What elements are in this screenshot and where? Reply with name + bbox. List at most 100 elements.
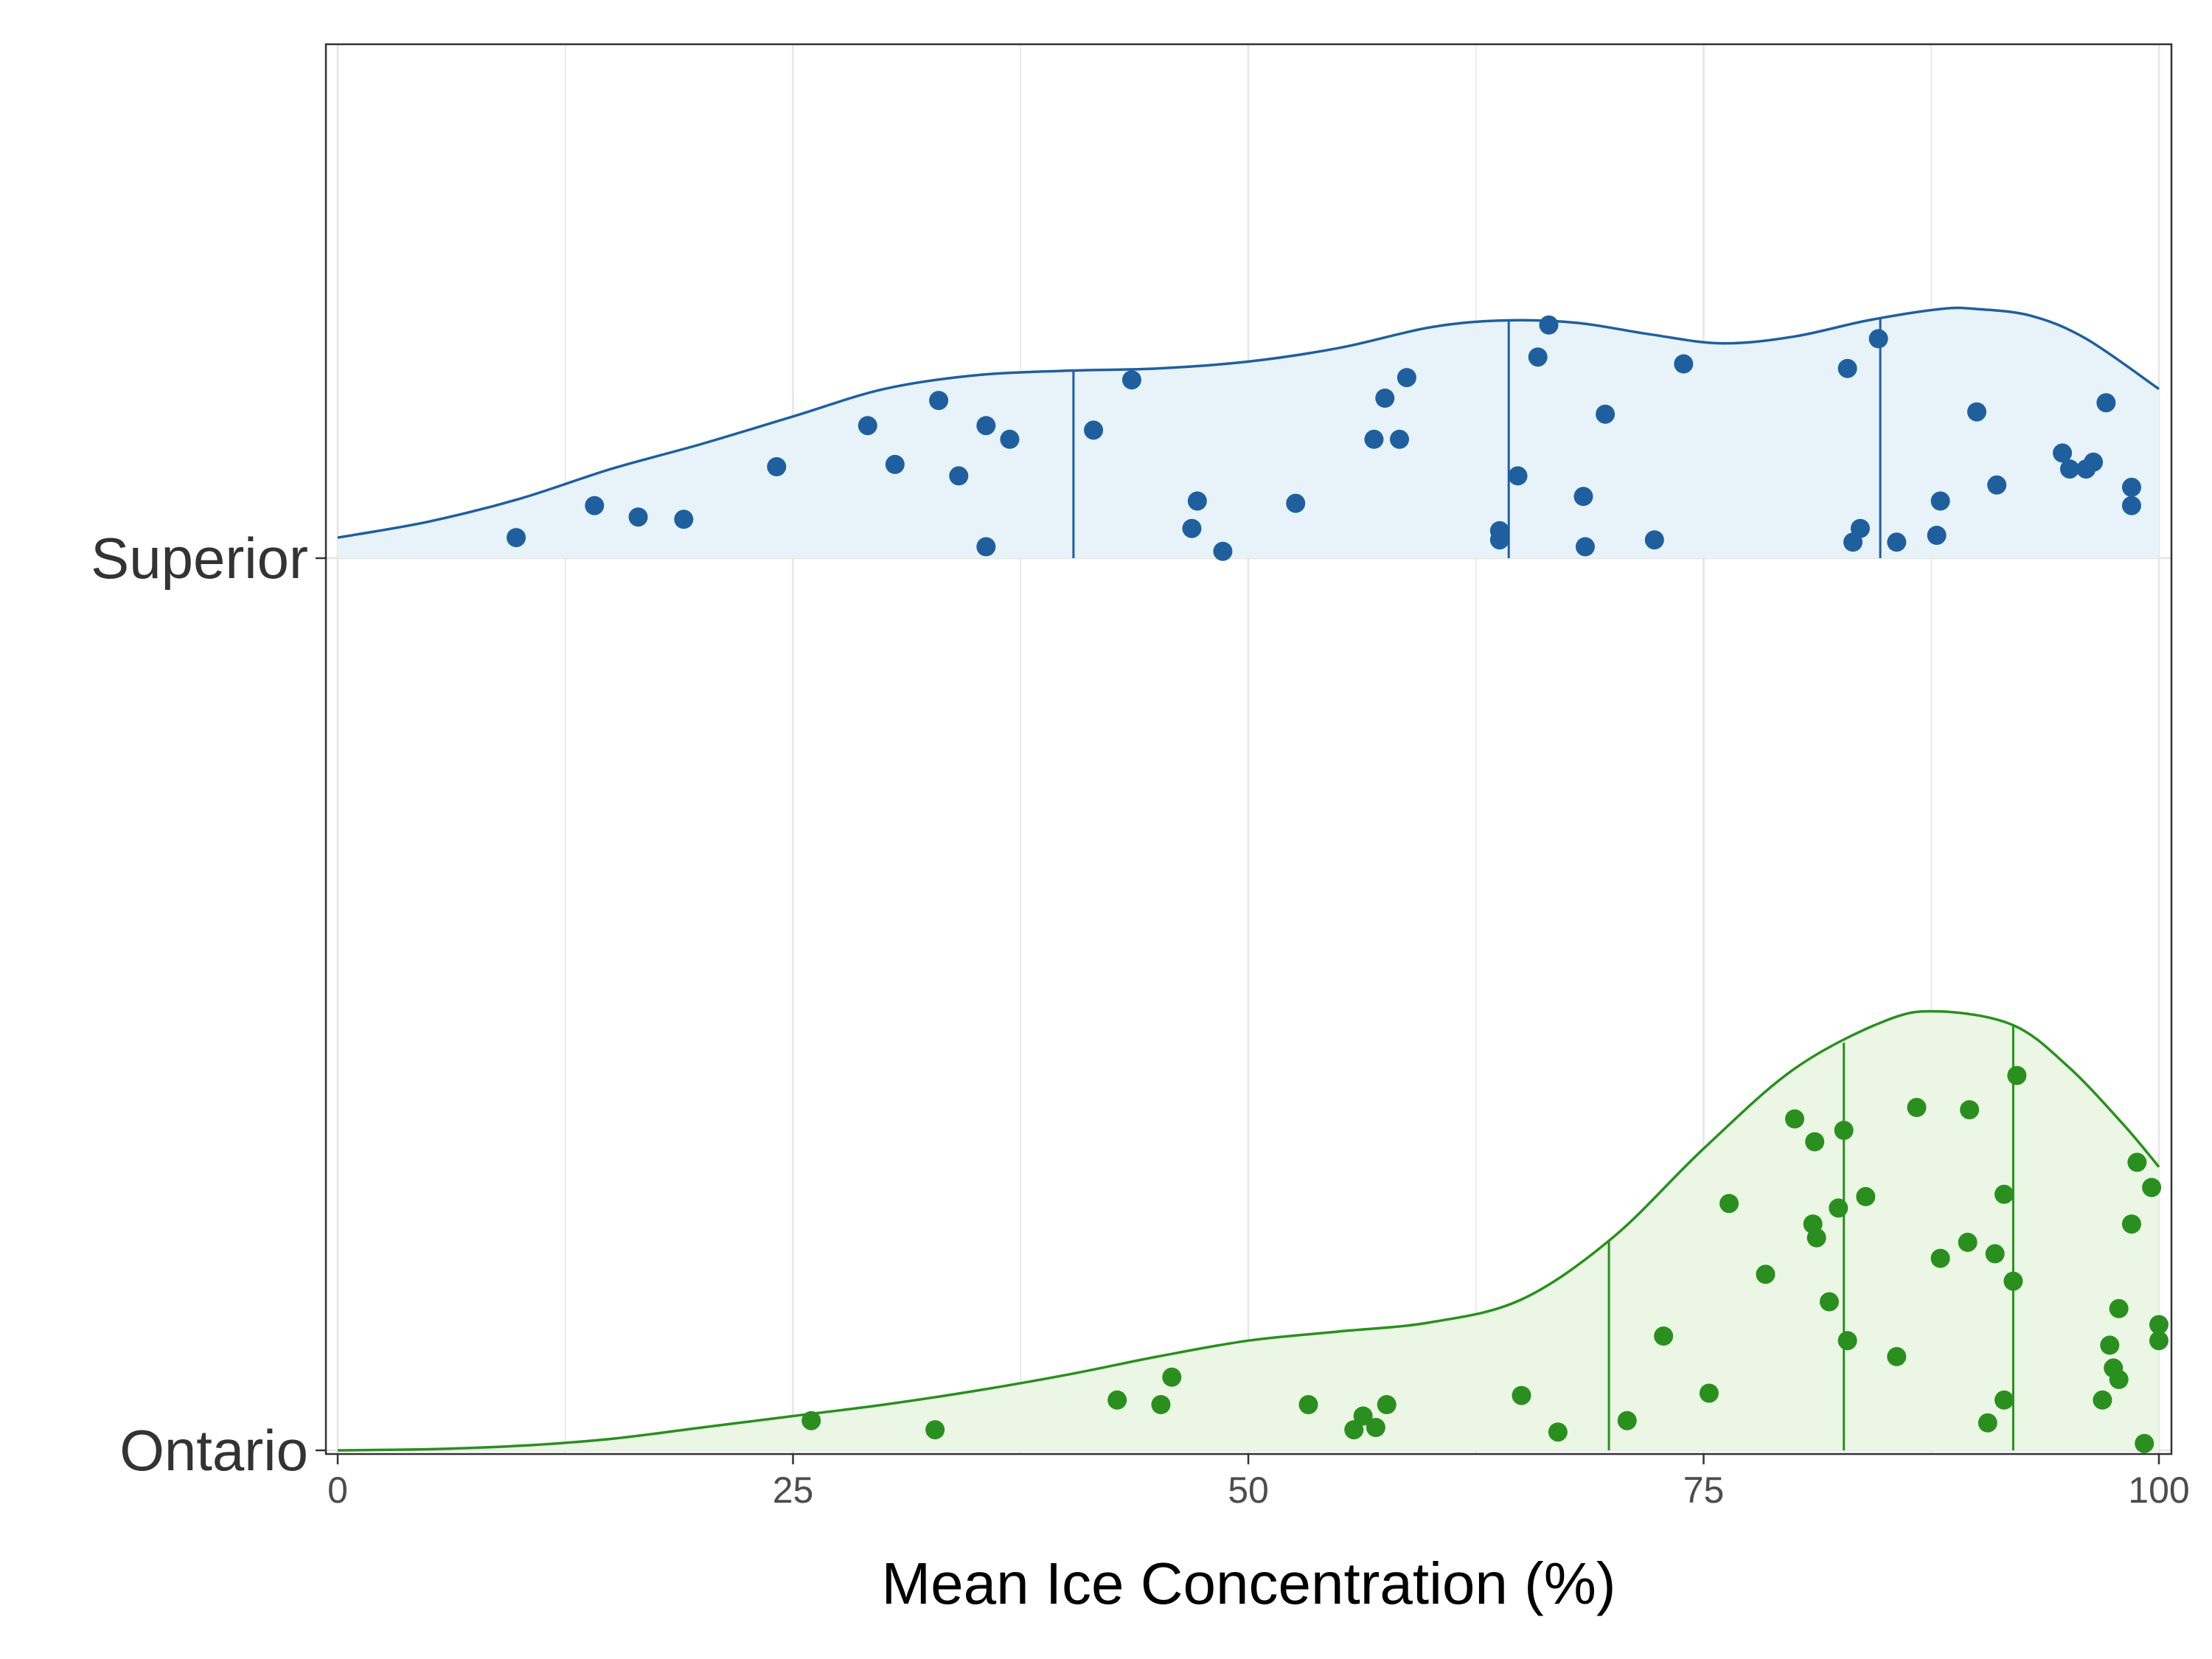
data-point xyxy=(1286,493,1306,513)
data-point xyxy=(1596,404,1615,424)
data-point xyxy=(1856,1186,1876,1206)
data-point xyxy=(2007,1065,2027,1085)
data-point xyxy=(1927,526,1947,545)
data-point xyxy=(2003,1271,2023,1291)
data-point xyxy=(1994,1184,2014,1204)
data-point xyxy=(1575,537,1595,557)
data-point xyxy=(628,507,648,527)
density-curve xyxy=(337,306,2160,539)
data-point xyxy=(2109,1298,2129,1318)
data-point xyxy=(1930,1248,1950,1268)
data-point xyxy=(929,391,949,411)
data-point xyxy=(1377,1395,1397,1414)
data-point xyxy=(949,466,969,486)
data-point xyxy=(2096,393,2116,413)
data-point xyxy=(1967,402,1986,422)
data-point xyxy=(1960,1100,1980,1120)
data-point xyxy=(767,457,787,476)
axes: 0 25 50 75 100 Superior Ontario xyxy=(91,526,2190,1511)
y-category-label: Ontario xyxy=(119,1418,308,1483)
data-point xyxy=(976,416,996,436)
data-point xyxy=(2109,1369,2129,1389)
x-tick-label: 25 xyxy=(773,1470,814,1511)
data-point xyxy=(1985,1244,2005,1264)
data-point xyxy=(2059,459,2079,479)
ridge-superior xyxy=(337,306,2160,561)
ridges xyxy=(337,306,2168,1453)
data-point xyxy=(2053,443,2073,463)
data-point xyxy=(976,537,996,557)
data-point xyxy=(1344,1420,1364,1440)
y-category-label: Superior xyxy=(91,526,308,591)
data-point xyxy=(1508,466,1528,486)
data-point xyxy=(1353,1406,1373,1426)
data-point xyxy=(801,1411,821,1430)
ridge-ontario xyxy=(337,1009,2168,1453)
data-point xyxy=(1756,1265,1775,1284)
data-point xyxy=(1930,491,1950,511)
data-point xyxy=(2093,1390,2112,1410)
data-point xyxy=(1548,1422,1568,1442)
x-tick-label: 75 xyxy=(1683,1470,1725,1511)
data-point xyxy=(1187,491,1207,511)
data-point xyxy=(2127,1152,2147,1172)
data-point xyxy=(1829,1198,1848,1218)
data-point xyxy=(1868,329,1888,349)
data-point xyxy=(1837,358,1857,378)
data-point xyxy=(1121,370,1141,390)
data-point xyxy=(2100,1335,2120,1355)
data-point xyxy=(1364,429,1384,449)
data-point xyxy=(1785,1109,1804,1129)
data-point xyxy=(1654,1326,1674,1346)
data-point xyxy=(1375,389,1395,408)
data-point xyxy=(1987,475,2007,495)
data-point xyxy=(1837,1331,1857,1351)
data-point xyxy=(1617,1411,1637,1430)
data-point xyxy=(1887,532,1907,552)
data-point xyxy=(1819,1292,1839,1312)
data-point xyxy=(1907,1098,1927,1117)
data-point xyxy=(1528,347,1548,367)
data-point xyxy=(1489,530,1509,550)
data-point xyxy=(1978,1413,1997,1433)
data-point xyxy=(1573,487,1593,507)
data-point xyxy=(1994,1390,2014,1410)
data-point xyxy=(1397,368,1416,388)
data-point xyxy=(1390,429,1410,449)
data-point xyxy=(1644,530,1664,550)
data-point xyxy=(1887,1346,1907,1366)
data-point xyxy=(2142,1178,2162,1197)
data-point xyxy=(1366,1418,1385,1437)
data-point xyxy=(1850,518,1870,538)
data-point xyxy=(1000,429,1020,449)
data-point xyxy=(2121,495,2141,515)
data-point xyxy=(885,454,905,474)
data-point xyxy=(674,509,694,529)
data-point xyxy=(858,416,877,436)
data-point xyxy=(1958,1232,1978,1252)
data-point xyxy=(925,1420,945,1440)
data-point xyxy=(2149,1315,2168,1335)
x-tick-label: 0 xyxy=(327,1470,348,1511)
density-area xyxy=(338,307,2159,558)
x-tick-label: 100 xyxy=(2128,1470,2189,1511)
data-point xyxy=(1512,1385,1531,1405)
density-curve xyxy=(337,1009,2160,1452)
data-point xyxy=(1151,1395,1171,1414)
data-point xyxy=(2121,477,2141,497)
data-point xyxy=(1674,354,1694,374)
data-point xyxy=(1162,1367,1182,1387)
data-point xyxy=(2121,1214,2141,1234)
data-point xyxy=(1719,1194,1739,1214)
data-point xyxy=(1834,1121,1854,1140)
data-point xyxy=(585,495,605,515)
data-point xyxy=(507,528,526,548)
data-point xyxy=(2135,1433,2154,1453)
data-point xyxy=(1084,420,1104,440)
data-point xyxy=(2149,1331,2168,1351)
data-point xyxy=(1806,1228,1826,1248)
data-point xyxy=(1298,1395,1318,1414)
data-point xyxy=(2084,452,2104,472)
x-tick-label: 50 xyxy=(1228,1470,1269,1511)
